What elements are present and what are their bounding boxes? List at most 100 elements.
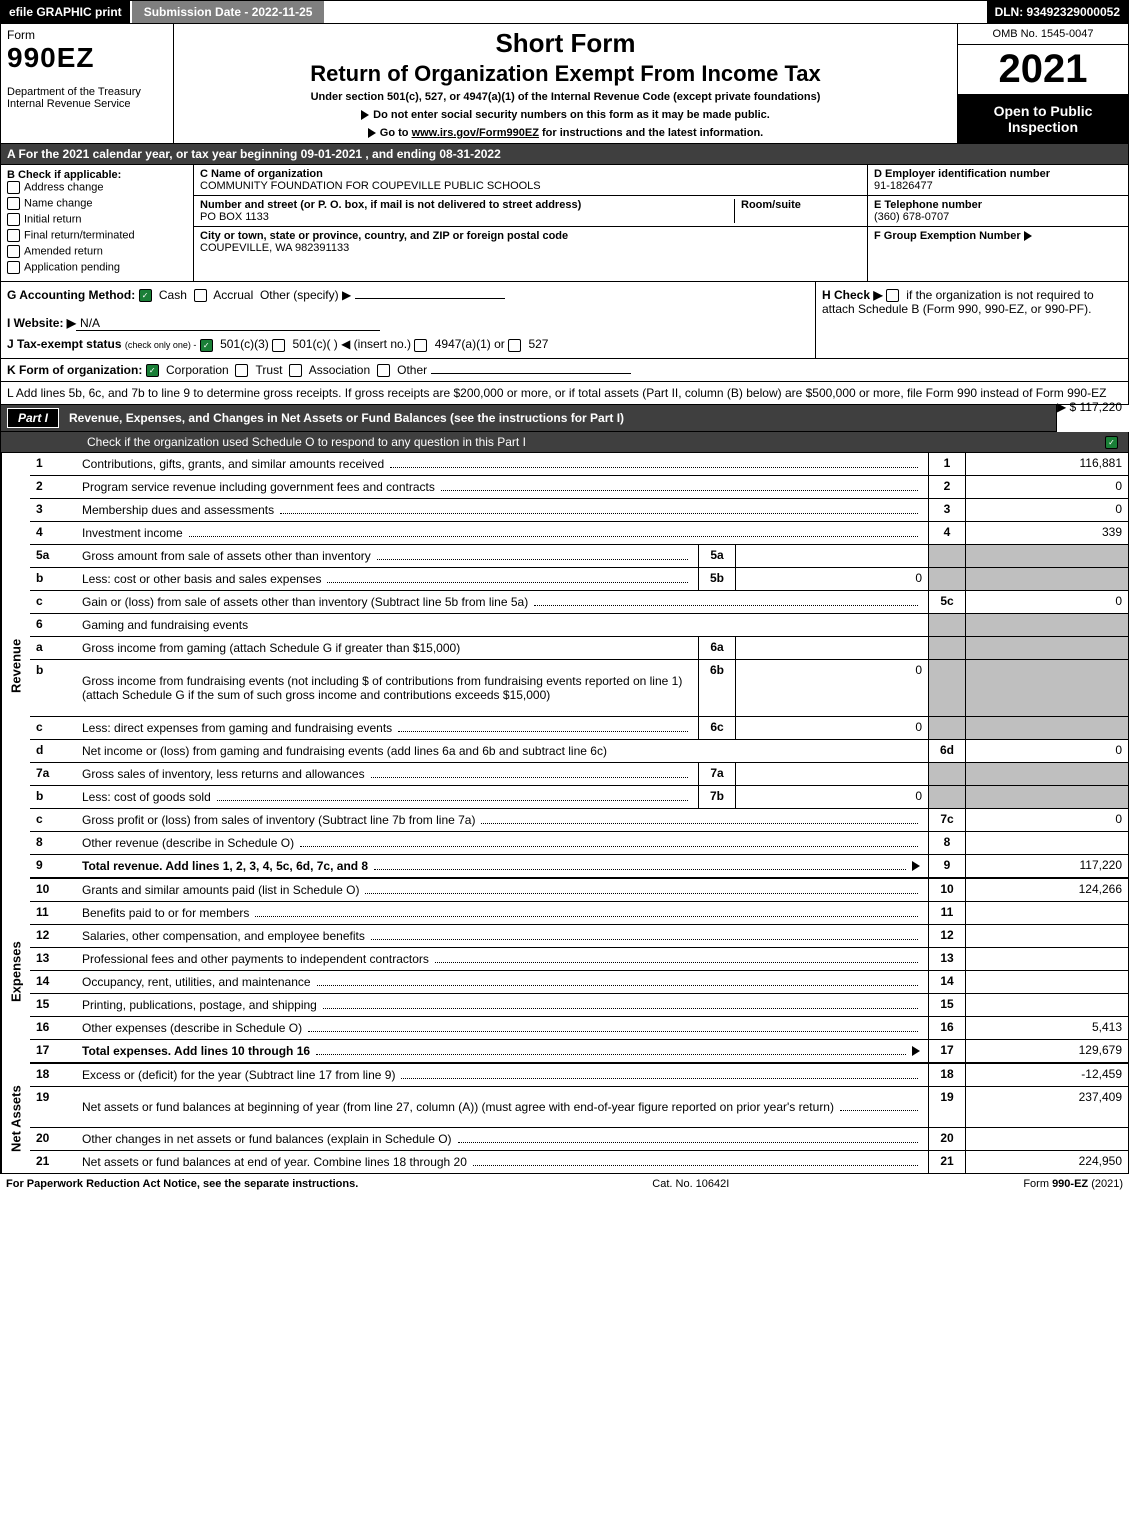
row-num: 1	[30, 453, 78, 475]
irs-link[interactable]: www.irs.gov/Form990EZ	[412, 127, 539, 139]
row-desc: Net income or (loss) from gaming and fun…	[82, 744, 607, 758]
form-header: Form 990EZ Department of the Treasury In…	[0, 24, 1129, 144]
row-desc: Contributions, gifts, grants, and simila…	[82, 457, 384, 471]
cb-other[interactable]	[377, 364, 390, 377]
row-midval: 0	[735, 660, 928, 716]
row-desc: Other changes in net assets or fund bala…	[82, 1132, 452, 1146]
row-desc: Gross sales of inventory, less returns a…	[82, 767, 365, 781]
row-num: 11	[30, 902, 78, 924]
row-num: 10	[30, 879, 78, 901]
under-section: Under section 501(c), 527, or 4947(a)(1)…	[180, 91, 951, 103]
g-section: G Accounting Method: ✓ Cash Accrual Othe…	[1, 282, 816, 358]
row-6c: cLess: direct expenses from gaming and f…	[30, 717, 1128, 740]
row-endval: 0	[965, 476, 1128, 498]
row-endval: 237,409	[965, 1087, 1128, 1127]
c-addr-val: PO BOX 1133	[200, 211, 269, 223]
row-desc: Less: cost of goods sold	[82, 790, 211, 804]
row-desc: Program service revenue including govern…	[82, 480, 435, 494]
row-endlbl: 10	[928, 879, 965, 901]
part1-checkline: Check if the organization used Schedule …	[0, 432, 1129, 453]
cb-assoc[interactable]	[289, 364, 302, 377]
row-endlbl	[928, 717, 965, 739]
cb-part1-scho[interactable]: ✓	[1105, 436, 1118, 449]
cb-501c3[interactable]: ✓	[200, 339, 213, 352]
triangle-icon	[1024, 231, 1032, 241]
cb-amended[interactable]: Amended return	[7, 245, 187, 258]
row-endval	[965, 717, 1128, 739]
row-midval: 0	[735, 786, 928, 808]
row-endval	[965, 637, 1128, 659]
row-endlbl: 7c	[928, 809, 965, 831]
row-endval	[965, 1128, 1128, 1150]
topbar-spacer	[326, 1, 986, 23]
row-desc: Less: direct expenses from gaming and fu…	[82, 721, 392, 735]
triangle-icon	[368, 128, 376, 138]
notice-2-text: Go to www.irs.gov/Form990EZ for instruct…	[380, 127, 763, 139]
row-endlbl: 21	[928, 1151, 965, 1173]
row-num: b	[30, 786, 78, 808]
netassets-table: Net Assets 18Excess or (deficit) for the…	[0, 1064, 1129, 1174]
row-desc: Less: cost or other basis and sales expe…	[82, 572, 321, 586]
row-endlbl	[928, 660, 965, 716]
f-cell: F Group Exemption Number	[868, 227, 1128, 281]
j-opt2: 501(c)( ) ◀ (insert no.)	[292, 337, 411, 351]
row-endval	[965, 763, 1128, 785]
row-midval: 0	[735, 717, 928, 739]
row-5a: 5aGross amount from sale of assets other…	[30, 545, 1128, 568]
row-10: 10 Grants and similar amounts paid (list …	[30, 879, 1128, 902]
cb-accrual[interactable]	[194, 289, 207, 302]
row-endlbl	[928, 545, 965, 567]
revenue-table: Revenue 1Contributions, gifts, grants, a…	[0, 453, 1129, 879]
row-endval	[965, 545, 1128, 567]
row-endlbl: 19	[928, 1087, 965, 1127]
row-endval: 339	[965, 522, 1128, 544]
row-endlbl	[928, 763, 965, 785]
submission-date: Submission Date - 2022-11-25	[130, 1, 327, 23]
row-endval: 0	[965, 809, 1128, 831]
row-desc: Excess or (deficit) for the year (Subtra…	[82, 1068, 395, 1082]
gh-block: G Accounting Method: ✓ Cash Accrual Othe…	[0, 282, 1129, 359]
cb-final-return[interactable]: Final return/terminated	[7, 229, 187, 242]
j-opt4: 527	[528, 337, 548, 351]
cb-cash[interactable]: ✓	[139, 289, 152, 302]
k-corp: Corporation	[166, 363, 229, 377]
cb-501c[interactable]	[272, 339, 285, 352]
row-midlbl: 5b	[698, 568, 735, 590]
row-endval: 0	[965, 591, 1128, 613]
triangle-icon	[912, 1046, 920, 1056]
c-addr-row: Number and street (or P. O. box, if mail…	[194, 196, 867, 227]
row-desc: Gross income from fundraising events (no…	[82, 674, 694, 702]
dln-label: DLN: 93492329000052	[987, 1, 1128, 23]
row-6a: aGross income from gaming (attach Schedu…	[30, 637, 1128, 660]
row-num: 6	[30, 614, 78, 636]
row-num: b	[30, 660, 78, 716]
row-1: 1 Contributions, gifts, grants, and simil…	[30, 453, 1128, 476]
cb-corp[interactable]: ✓	[146, 364, 159, 377]
row-desc: Printing, publications, postage, and shi…	[82, 998, 317, 1012]
row-8: 8Other revenue (describe in Schedule O)8	[30, 832, 1128, 855]
i-label: I Website: ▶	[7, 316, 76, 330]
row-endlbl: 1	[928, 453, 965, 475]
b-label: B Check if applicable:	[7, 169, 187, 181]
cb-address-change[interactable]: Address change	[7, 181, 187, 194]
cb-name-change[interactable]: Name change	[7, 197, 187, 210]
row-endval	[965, 948, 1128, 970]
row-18: 18Excess or (deficit) for the year (Subt…	[30, 1064, 1128, 1087]
c-room-lbl: Room/suite	[741, 199, 861, 211]
cb-4947[interactable]	[414, 339, 427, 352]
cb-initial-return[interactable]: Initial return	[7, 213, 187, 226]
cb-trust[interactable]	[235, 364, 248, 377]
footer-left: For Paperwork Reduction Act Notice, see …	[6, 1178, 358, 1190]
cb-527[interactable]	[508, 339, 521, 352]
row-num: 13	[30, 948, 78, 970]
row-endlbl	[928, 786, 965, 808]
header-left: Form 990EZ Department of the Treasury In…	[1, 24, 174, 143]
cb-pending[interactable]: Application pending	[7, 261, 187, 274]
row-desc: Net assets or fund balances at beginning…	[82, 1100, 834, 1114]
row-desc: Grants and similar amounts paid (list in…	[82, 883, 359, 897]
row-11: 11Benefits paid to or for members11	[30, 902, 1128, 925]
c-city-lbl: City or town, state or province, country…	[200, 230, 861, 242]
row-endval: 117,220	[965, 855, 1128, 877]
cb-label: Amended return	[24, 245, 103, 257]
cb-h[interactable]	[886, 289, 899, 302]
